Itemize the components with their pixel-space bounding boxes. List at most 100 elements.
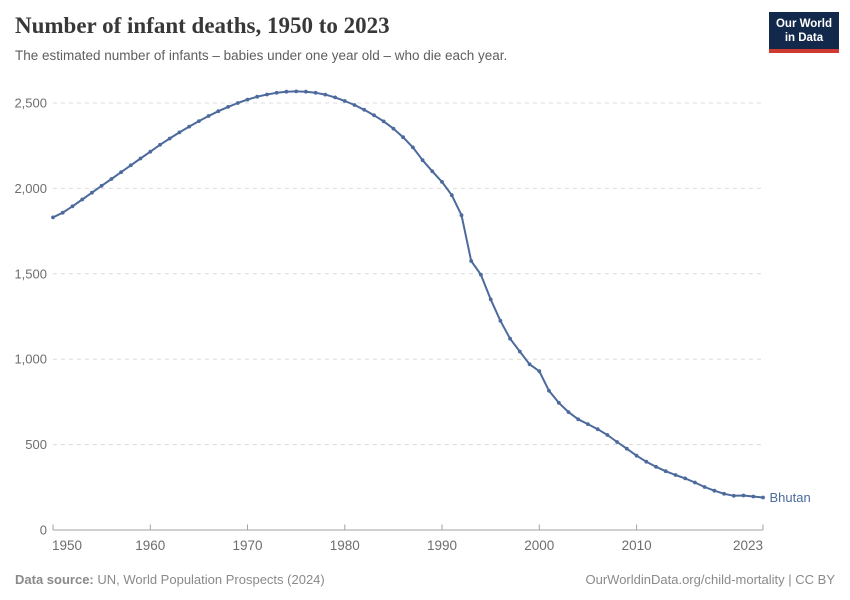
data-source: Data source: UN, World Population Prospe… bbox=[15, 572, 325, 587]
page-title: Number of infant deaths, 1950 to 2023 bbox=[15, 13, 390, 38]
data-point bbox=[654, 464, 658, 469]
data-point bbox=[128, 163, 133, 168]
svg-text:2,500: 2,500 bbox=[14, 96, 47, 111]
series-bhutan[interactable]: Bhutan bbox=[51, 89, 811, 506]
data-point bbox=[245, 97, 250, 102]
data-point bbox=[333, 95, 337, 100]
data-point bbox=[566, 410, 571, 414]
data-point bbox=[517, 349, 522, 354]
gridlines bbox=[53, 102, 763, 446]
data-point bbox=[693, 480, 697, 485]
data-point bbox=[265, 92, 269, 97]
logo-line2: in Data bbox=[784, 32, 824, 44]
svg-text:1,500: 1,500 bbox=[14, 266, 47, 281]
data-point bbox=[60, 210, 65, 215]
data-point bbox=[352, 103, 357, 107]
data-point bbox=[741, 493, 746, 498]
data-point bbox=[673, 473, 678, 477]
data-point bbox=[80, 197, 85, 202]
data-source-label: Data source: bbox=[15, 572, 94, 587]
data-point bbox=[430, 169, 435, 174]
svg-text:500: 500 bbox=[25, 437, 47, 452]
data-point bbox=[197, 119, 201, 123]
data-point bbox=[722, 491, 726, 496]
data-point bbox=[547, 388, 551, 393]
data-point bbox=[634, 453, 639, 458]
data-point bbox=[527, 362, 532, 367]
data-point bbox=[177, 130, 182, 135]
data-point bbox=[663, 469, 668, 474]
data-point bbox=[274, 90, 279, 95]
data-point bbox=[304, 89, 308, 94]
svg-text:2023: 2023 bbox=[733, 538, 763, 553]
data-point bbox=[90, 190, 94, 195]
data-point bbox=[119, 170, 123, 175]
data-point bbox=[381, 119, 386, 124]
data-point bbox=[420, 158, 425, 163]
data-point bbox=[702, 485, 707, 489]
entity-label[interactable]: Bhutan bbox=[770, 490, 811, 505]
data-point bbox=[586, 422, 590, 426]
page-subtitle: The estimated number of infants – babies… bbox=[15, 48, 508, 63]
data-point bbox=[712, 488, 717, 493]
data-point bbox=[488, 297, 493, 302]
logo-line1: Our World bbox=[775, 18, 832, 30]
data-point bbox=[401, 135, 405, 140]
data-point bbox=[226, 105, 231, 109]
data-point bbox=[508, 336, 512, 341]
data-point bbox=[216, 109, 221, 114]
owid-logo[interactable]: Our World in Data bbox=[768, 12, 839, 53]
data-point bbox=[206, 114, 211, 118]
svg-text:1980: 1980 bbox=[330, 538, 360, 553]
footer-link[interactable]: OurWorldinData.org/child-mortality | CC … bbox=[585, 572, 836, 587]
data-point bbox=[761, 495, 765, 500]
y-axis-labels: 0 500 1,000 1,500 2,000 2,500 bbox=[14, 96, 47, 538]
data-point bbox=[167, 136, 172, 141]
data-point bbox=[624, 446, 629, 451]
data-point bbox=[109, 177, 114, 181]
data-point bbox=[449, 193, 454, 198]
data-point bbox=[187, 124, 192, 129]
data-point bbox=[459, 213, 464, 218]
svg-text:1990: 1990 bbox=[427, 538, 457, 553]
data-point bbox=[138, 156, 143, 161]
data-point bbox=[99, 183, 104, 188]
data-point bbox=[479, 272, 483, 277]
data-point bbox=[469, 259, 474, 263]
data-point bbox=[731, 493, 736, 498]
data-point bbox=[576, 417, 581, 422]
data-point bbox=[605, 433, 610, 437]
data-point bbox=[323, 92, 328, 97]
data-point bbox=[51, 215, 55, 220]
svg-text:0: 0 bbox=[40, 523, 47, 538]
data-point bbox=[683, 476, 688, 481]
svg-text:1970: 1970 bbox=[232, 538, 262, 553]
series-line[interactable] bbox=[52, 90, 764, 499]
data-point bbox=[556, 400, 561, 405]
data-point bbox=[751, 494, 756, 499]
svg-text:2010: 2010 bbox=[622, 538, 652, 553]
x-axis: 1950 1960 1970 1980 1990 2000 2010 2023 bbox=[52, 524, 764, 553]
data-point bbox=[615, 440, 619, 444]
data-point bbox=[391, 126, 396, 131]
data-point bbox=[362, 107, 367, 112]
svg-text:2,000: 2,000 bbox=[14, 181, 47, 196]
data-point bbox=[537, 369, 542, 374]
svg-text:1,000: 1,000 bbox=[14, 352, 47, 367]
data-point bbox=[644, 459, 649, 464]
data-point bbox=[70, 204, 75, 209]
data-point bbox=[148, 149, 153, 154]
data-source-value: UN, World Population Prospects (2024) bbox=[93, 572, 325, 587]
data-point bbox=[411, 145, 415, 150]
svg-text:2000: 2000 bbox=[524, 538, 554, 553]
data-point bbox=[372, 113, 376, 118]
data-point bbox=[313, 90, 318, 95]
data-point bbox=[294, 89, 299, 94]
data-point bbox=[284, 89, 289, 94]
data-point bbox=[255, 94, 260, 99]
chart-footer: Data source: UN, World Population Prospe… bbox=[15, 572, 835, 587]
data-point bbox=[342, 99, 347, 103]
svg-text:1950: 1950 bbox=[52, 538, 82, 553]
